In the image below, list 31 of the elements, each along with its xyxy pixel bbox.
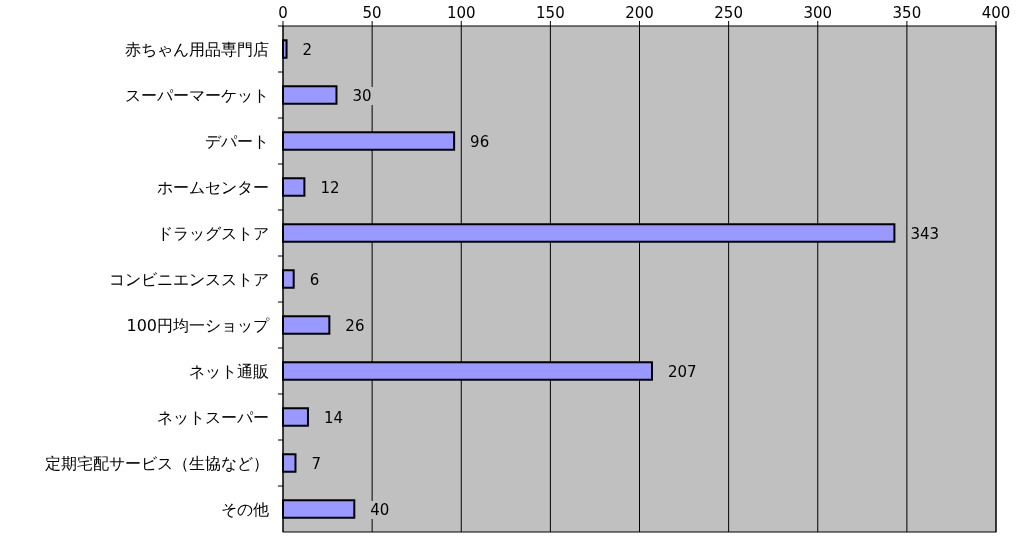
x-tick-label: 150 [536, 4, 565, 22]
y-tick-label: スーパーマーケット [125, 86, 269, 105]
x-tick-label: 400 [981, 4, 1011, 22]
data-label: 343 [910, 225, 940, 243]
data-label: 12 [320, 179, 340, 197]
data-label: 2 [302, 41, 313, 59]
x-tick-label: 350 [892, 4, 922, 22]
y-tick-label: その他 [221, 500, 269, 519]
y-tick-label: 赤ちゃん用品専門店 [125, 40, 269, 59]
y-tick-label: ドラッグストア [157, 224, 269, 243]
data-label: 30 [352, 87, 372, 105]
data-label: 14 [323, 409, 344, 427]
data-label: 40 [370, 501, 390, 519]
y-tick-label: 100円均一ショップ [126, 316, 270, 335]
x-tick-label: 0 [278, 4, 288, 22]
y-tick-label: コンビニエンスストア [109, 270, 269, 289]
x-tick-label: 300 [803, 4, 833, 22]
y-tick-label: ネットスーパー [157, 408, 269, 427]
y-tick-label: ホームセンター [157, 178, 269, 197]
y-tick-label: 定期宅配サービス（生協など） [45, 454, 269, 473]
data-label: 26 [345, 317, 365, 335]
y-tick-label: ネット通販 [189, 362, 269, 381]
data-label: 207 [667, 363, 697, 381]
data-label: 6 [309, 271, 320, 289]
data-label: 7 [311, 455, 322, 473]
x-tick-label: 250 [714, 4, 743, 22]
x-tick-label: 100 [446, 4, 476, 22]
data-label: 96 [470, 133, 490, 151]
x-tick-label: 50 [362, 4, 382, 22]
y-tick-label: デパート [205, 132, 269, 151]
x-tick-label: 200 [625, 4, 654, 22]
